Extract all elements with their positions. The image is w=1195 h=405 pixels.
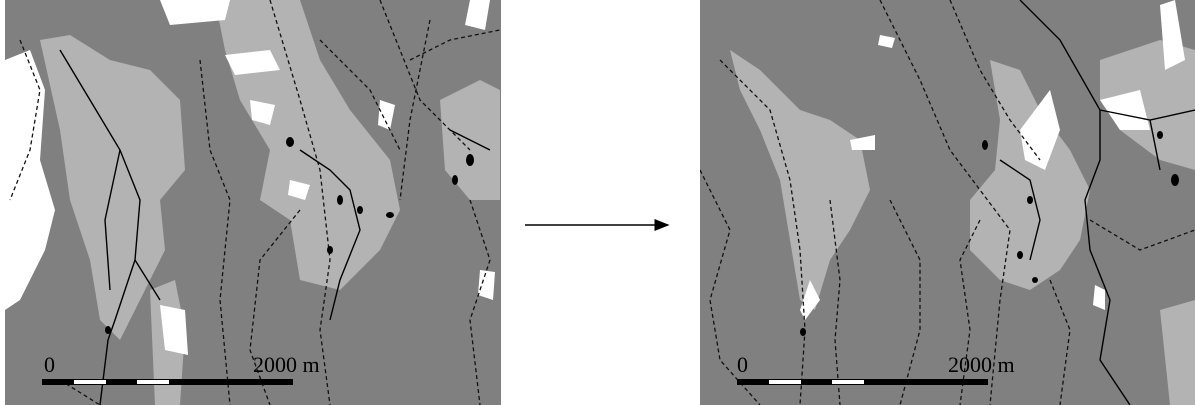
scale-end-label: 2000 m xyxy=(948,352,1015,377)
scale-bar-left xyxy=(42,379,293,385)
map-before xyxy=(5,0,501,405)
scale-start-label: 0 xyxy=(737,352,748,377)
scale-bar-right xyxy=(737,379,988,385)
map-after xyxy=(700,0,1195,405)
scale-start-label: 0 xyxy=(44,352,55,377)
scale-end-label: 2000 m xyxy=(253,352,320,377)
